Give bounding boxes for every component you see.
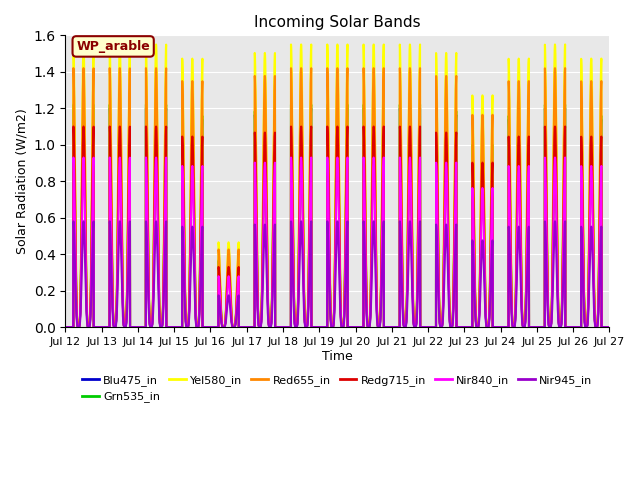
Title: Incoming Solar Bands: Incoming Solar Bands xyxy=(254,15,420,30)
Text: WP_arable: WP_arable xyxy=(76,40,150,53)
Legend: Blu475_in, Grn535_in, Yel580_in, Red655_in, Redg715_in, Nir840_in, Nir945_in: Blu475_in, Grn535_in, Yel580_in, Red655_… xyxy=(78,371,597,407)
X-axis label: Time: Time xyxy=(322,349,353,362)
Y-axis label: Solar Radiation (W/m2): Solar Radiation (W/m2) xyxy=(15,108,28,254)
